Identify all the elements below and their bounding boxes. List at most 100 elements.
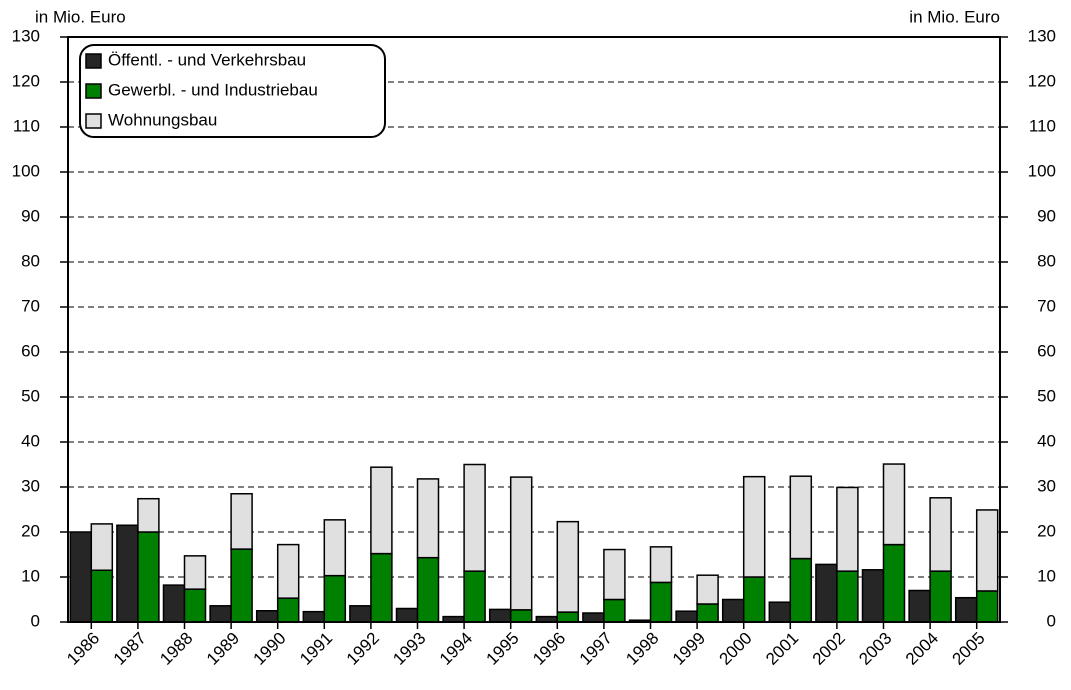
bar (649, 581, 673, 623)
bar (815, 563, 838, 623)
x-tick-label: 1991 (296, 629, 336, 669)
bar (137, 497, 160, 533)
bar (276, 597, 300, 623)
x-tick-label: 1990 (250, 629, 290, 669)
bar (742, 475, 766, 578)
bar (556, 611, 580, 623)
x-tick-label: 1986 (63, 629, 103, 669)
x-tick-label: 1997 (576, 629, 616, 669)
x-tick-label: 1989 (203, 629, 243, 669)
x-tick-label: 1995 (483, 629, 523, 669)
bar (861, 569, 885, 623)
bar (370, 552, 393, 623)
x-tick-label: 1998 (622, 629, 662, 669)
bar (603, 548, 626, 601)
bar (255, 610, 279, 623)
y2-tick-label: 80 (1037, 251, 1056, 270)
bar (649, 546, 673, 584)
legend-swatch (85, 53, 102, 69)
x-tick-label: 2005 (949, 629, 989, 669)
y-tick-label: 0 (31, 611, 40, 630)
y2-tick-label: 10 (1037, 566, 1056, 585)
bar (90, 569, 114, 623)
bar (975, 509, 999, 592)
bar (488, 608, 512, 623)
bar (908, 589, 931, 623)
y2-tick-label: 100 (1028, 161, 1056, 180)
y2-tick-label: 110 (1029, 116, 1056, 135)
y2-tick-label: 40 (1037, 431, 1056, 450)
y-tick-label: 40 (21, 431, 40, 450)
bar (230, 493, 253, 550)
bar (230, 548, 253, 623)
bar (696, 603, 719, 623)
y-tick-label: 90 (21, 206, 40, 225)
x-tick-label: 1988 (156, 629, 196, 669)
x-tick-label: 2003 (855, 629, 895, 669)
legend-swatch (85, 83, 102, 99)
bar (116, 524, 139, 623)
bar (302, 610, 326, 623)
legend-box (79, 44, 386, 138)
y2-tick-label: 60 (1037, 341, 1056, 360)
bar (416, 556, 440, 623)
y-tick-label: 30 (21, 476, 40, 495)
bar (768, 601, 792, 623)
x-tick-label: 1987 (110, 629, 150, 669)
bar (954, 596, 978, 623)
bar (929, 497, 952, 572)
y2-tick-label: 70 (1037, 296, 1056, 315)
y2-tick-label: 50 (1037, 386, 1056, 405)
y2-tick-label: 20 (1037, 521, 1056, 540)
y-axis-label: in Mio. Euro (35, 7, 126, 26)
y-tick-label: 80 (21, 251, 40, 270)
bar (742, 576, 766, 623)
x-tick-label: 1992 (343, 629, 383, 669)
y-tick-label: 50 (21, 386, 40, 405)
y2-axis-label: in Mio. Euro (909, 7, 1000, 26)
y2-tick-label: 130 (1028, 26, 1056, 45)
y-tick-label: 100 (12, 161, 40, 180)
bar (395, 607, 419, 623)
x-tick-label: 1994 (436, 629, 476, 669)
bar (975, 590, 999, 623)
bar (721, 598, 745, 623)
legend-label: Gewerbl. - und Industriebau (108, 80, 318, 99)
bar (463, 463, 486, 572)
bar (463, 570, 486, 623)
bar (276, 543, 300, 599)
legend-swatch (85, 113, 102, 129)
x-tick-label: 2000 (716, 629, 756, 669)
bar (349, 605, 372, 623)
x-tick-label: 1999 (669, 629, 709, 669)
bar (882, 543, 906, 623)
bar (882, 463, 906, 546)
bar (416, 478, 440, 559)
bar (509, 476, 533, 611)
bar (183, 555, 207, 590)
bar (370, 466, 393, 555)
bar (162, 584, 186, 623)
x-tick-label: 2004 (902, 629, 942, 669)
y-tick-label: 110 (13, 116, 40, 135)
legend: Öffentl. - und Verkehrsbau Gewerbl. - und… (79, 44, 386, 138)
y-tick-label: 20 (21, 521, 40, 540)
y-tick-label: 60 (21, 341, 40, 360)
y-tick-label: 70 (21, 296, 40, 315)
bar (696, 574, 719, 605)
bar (789, 557, 813, 623)
bar (582, 612, 605, 623)
y-tick-label: 130 (12, 26, 40, 45)
bar (137, 531, 160, 623)
bar (90, 523, 114, 572)
bar (675, 610, 698, 623)
y2-tick-label: 0 (1047, 611, 1056, 630)
x-tick-label: 2002 (809, 629, 849, 669)
y-tick-label: 10 (21, 566, 40, 585)
bar (323, 574, 347, 623)
bar (209, 605, 232, 623)
y2-tick-label: 120 (1028, 71, 1056, 90)
bar (789, 475, 813, 560)
bar (323, 519, 347, 577)
